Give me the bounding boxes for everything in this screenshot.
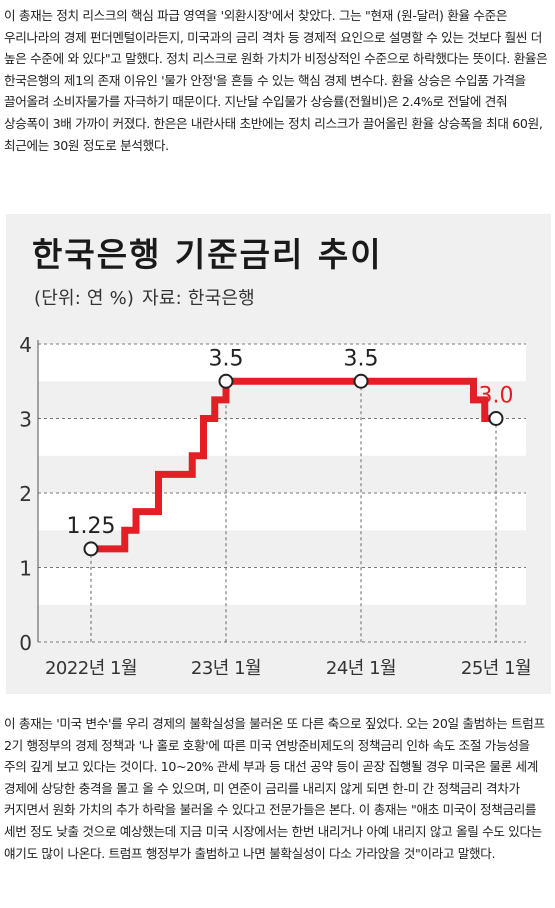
grid-band [38,344,526,382]
chart-subtitle: (단위: 연 %) 자료: 한국은행 [34,284,263,310]
chart-unit-label: (단위: 연 %) [34,288,135,309]
chart-panel: 한국은행 기준금리 추이 (단위: 연 %) 자료: 한국은행 0 1 2 3 4 2022… [6,214,551,694]
grid-band [38,418,526,456]
grid-band [38,604,526,642]
grid-band [38,493,526,531]
grid-band [38,455,526,493]
chart-plot: 0 1 2 3 4 2022년 1월 23년 1월 24년 1월 25년 1월 1.25 3.5 3.… [19,333,531,679]
data-label: 3.5 [344,346,379,371]
series-line [91,377,496,553]
data-point-marker [488,411,504,426]
chart-title: 한국은행 기준금리 추이 [32,235,383,274]
x-tick-label: 2022년 1월 [45,658,137,679]
x-tick-label: 23년 1월 [191,658,261,679]
y-tick-label: 4 [19,333,32,357]
y-tick-label: 2 [19,482,32,506]
data-point-marker [353,373,369,389]
grid-band [38,381,526,419]
chart-source-label: 자료: 한국은행 [142,288,255,309]
x-tick-label: 25년 1월 [461,658,531,679]
data-label: 3.5 [209,346,244,371]
grid-band [38,567,526,605]
y-tick-label: 3 [19,408,32,432]
data-point-marker [218,373,234,389]
data-label: 1.25 [67,514,116,539]
x-tick-label: 24년 1월 [326,658,396,679]
article-paragraph-top: 이 총재는 정치 리스크의 핵심 파급 영역을 '외환시장'에서 찾았다. 그는… [4,8,548,153]
article-paragraph-bottom: 이 총재는 '미국 변수'를 우리 경제의 불확실성을 불러온 또 다른 축으로… [4,716,545,861]
y-tick-label: 0 [19,631,32,655]
data-point-marker [83,541,99,557]
y-tick-label: 1 [19,557,32,581]
data-label: 3.0 [479,384,514,409]
